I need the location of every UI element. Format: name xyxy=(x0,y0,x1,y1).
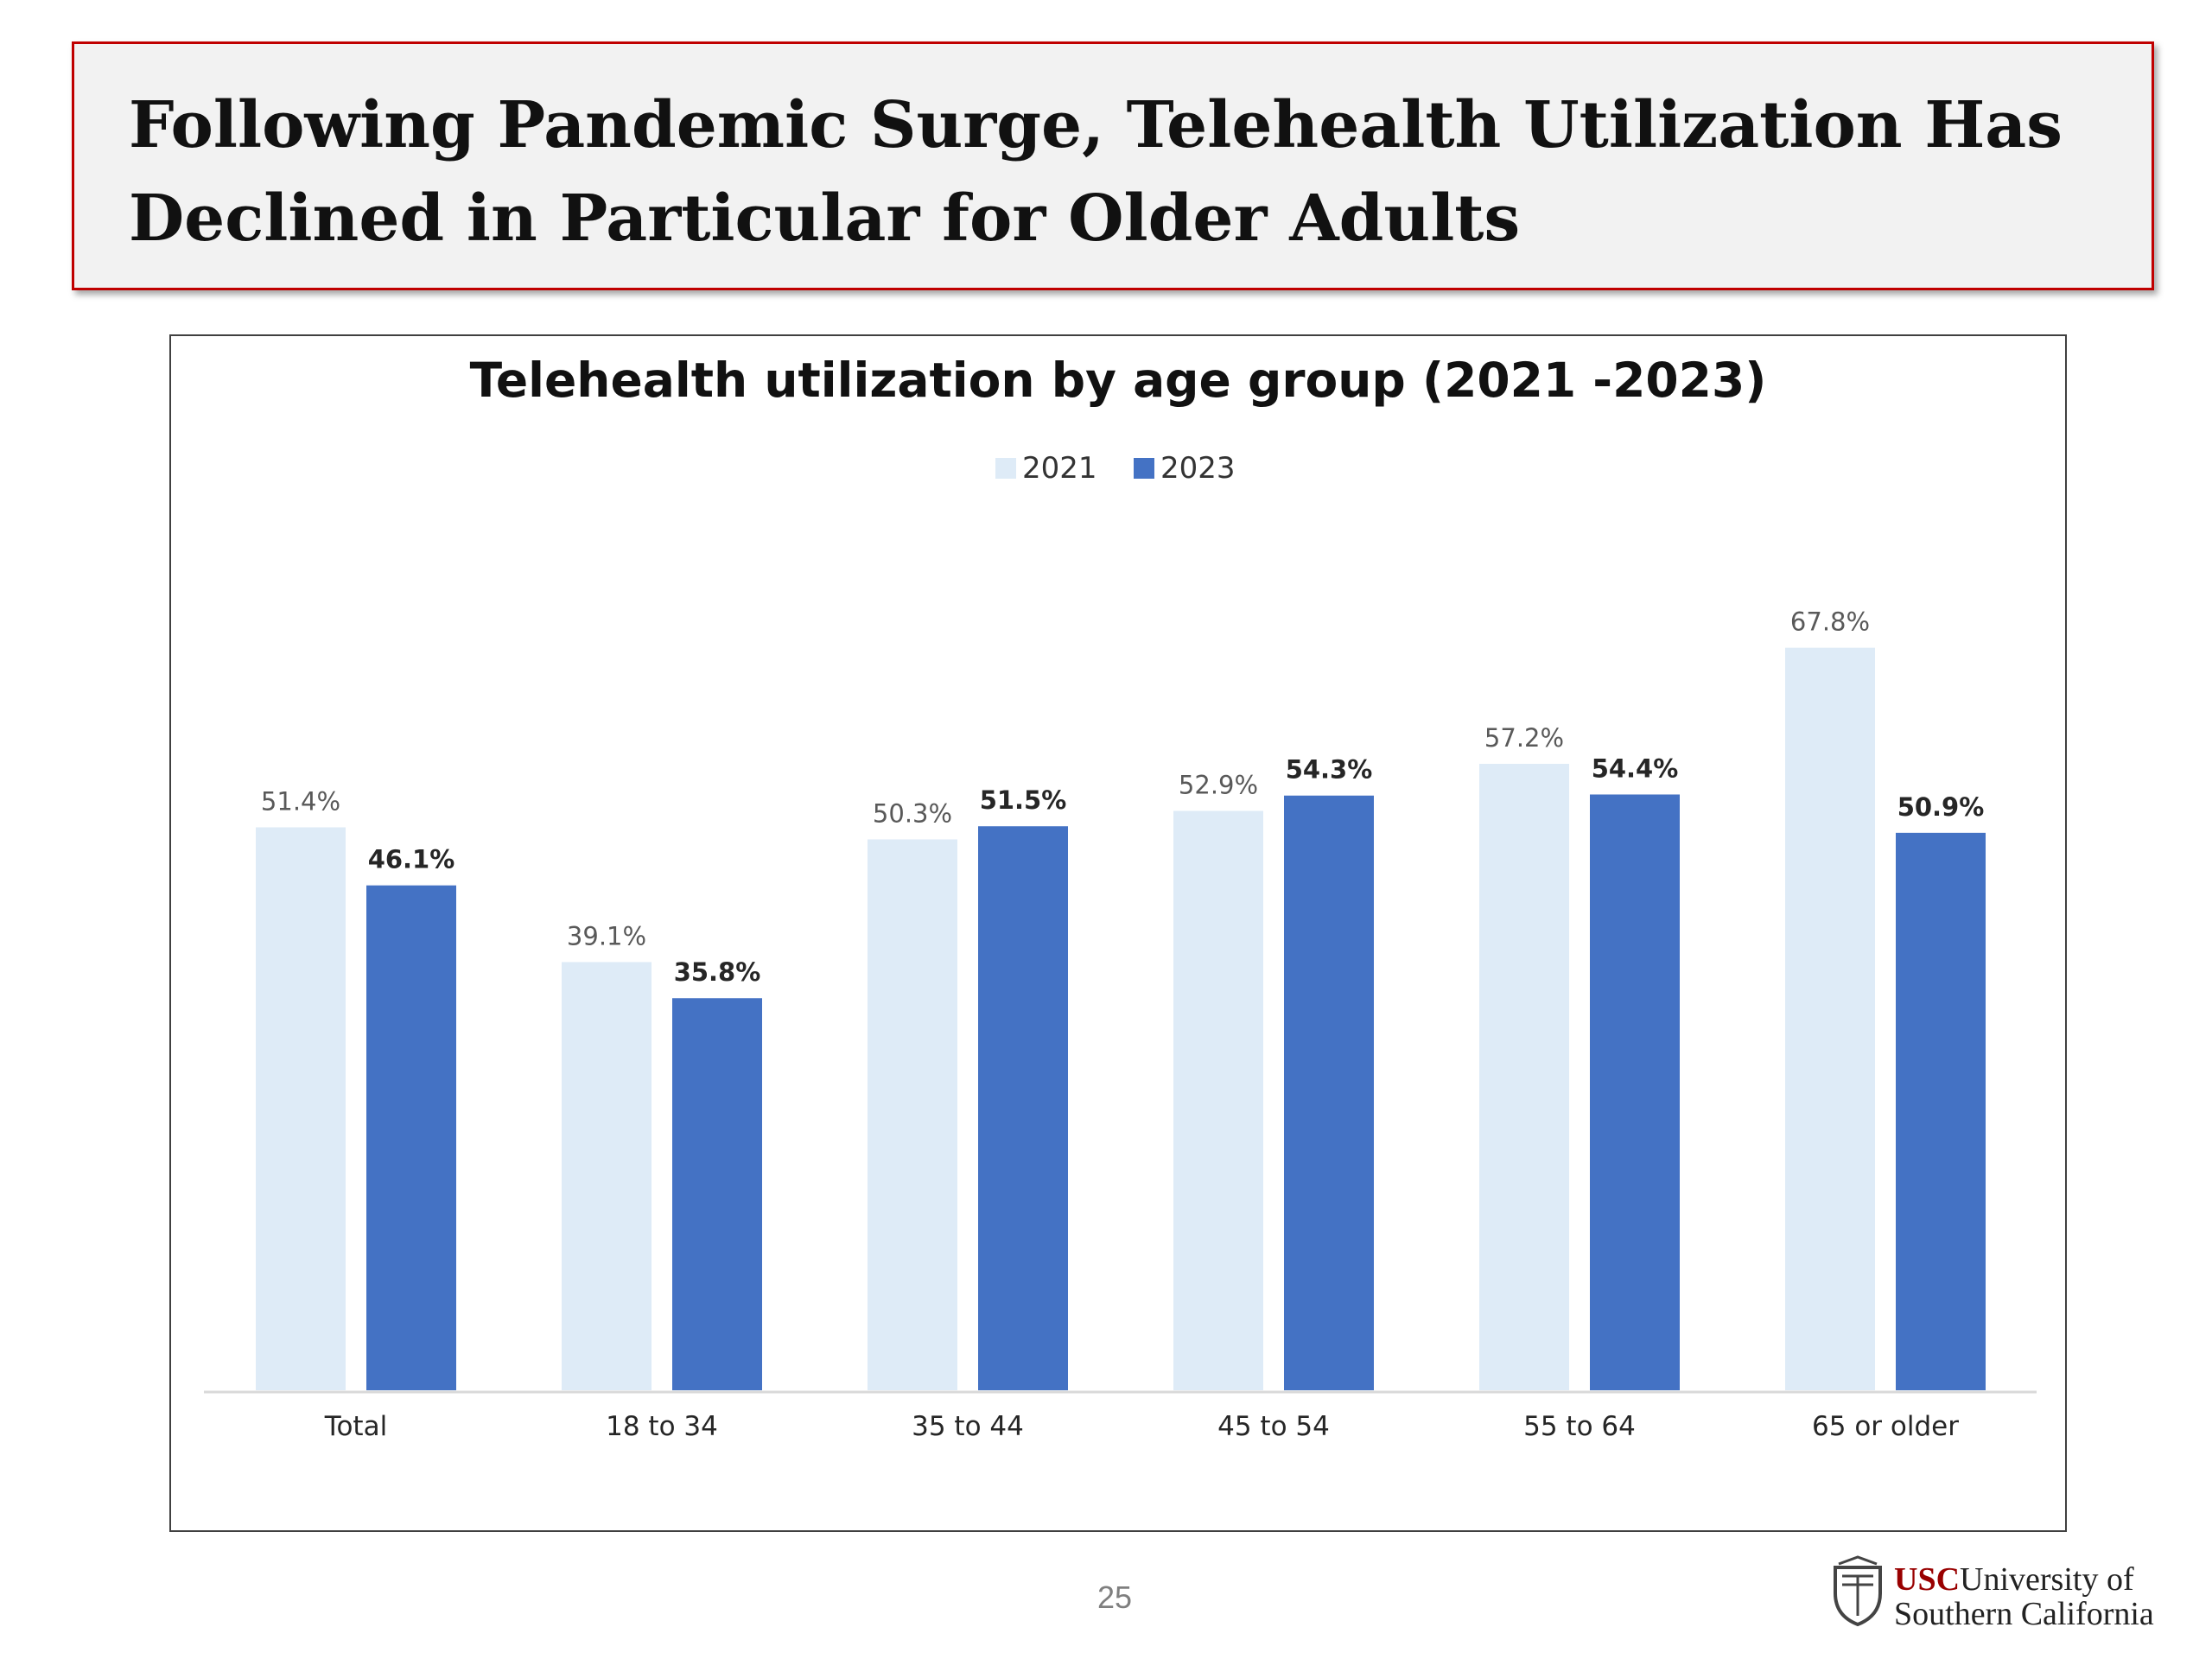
bar-2023-18-to-34 xyxy=(672,998,762,1390)
bar-2023-55-to-64 xyxy=(1590,794,1680,1390)
bar-2023-45-to-54 xyxy=(1284,795,1374,1390)
data-label-2021-35-to-44: 50.3% xyxy=(873,798,952,828)
logo-southern-california: Southern California xyxy=(1894,1596,2154,1632)
legend-label-2023: 2023 xyxy=(1160,451,1236,486)
data-label-2023-total: 46.1% xyxy=(368,845,455,874)
usc-seal-icon xyxy=(1834,1555,1882,1627)
logo-usc: USC xyxy=(1894,1561,1961,1598)
data-label-2023-18-to-34: 35.8% xyxy=(674,957,761,987)
data-label-2023-65-or-older: 50.9% xyxy=(1897,792,1985,822)
bar-2021-65-or-older xyxy=(1785,647,1875,1390)
data-label-2021-65-or-older: 67.8% xyxy=(1790,607,1870,637)
slide-header: Following Pandemic Surge, Telehealth Uti… xyxy=(72,41,2154,290)
usc-logo-text: USCUniversity of Southern California xyxy=(1894,1562,2154,1631)
bar-2021-18-to-34 xyxy=(562,962,652,1390)
bar-2023-total xyxy=(366,885,456,1390)
data-label-2023-45-to-54: 54.3% xyxy=(1286,755,1373,785)
bar-2021-55-to-64 xyxy=(1479,763,1569,1390)
logo-university-of: University of xyxy=(1960,1561,2134,1598)
slide-title: Following Pandemic Surge, Telehealth Uti… xyxy=(129,88,2063,256)
chart-frame: Telehealth utilization by age group (202… xyxy=(169,334,2067,1532)
legend-label-2021: 2021 xyxy=(1022,451,1097,486)
chart-title: Telehealth utilization by age group (202… xyxy=(470,353,1767,408)
legend-swatch-2021 xyxy=(995,458,1016,479)
x-tick-label-45-to-54: 45 to 54 xyxy=(1217,1411,1330,1442)
chart-legend: 2021 2023 xyxy=(995,451,1236,486)
legend-swatch-2023 xyxy=(1134,458,1154,479)
bar-2021-45-to-54 xyxy=(1173,810,1263,1390)
data-label-2021-total: 51.4% xyxy=(261,787,340,817)
x-tick-label-55-to-64: 55 to 64 xyxy=(1523,1411,1636,1442)
usc-logo: USCUniversity of Southern California xyxy=(1830,1555,2193,1633)
bar-2021-total xyxy=(256,827,346,1390)
x-tick-label-65-or-older: 65 or older xyxy=(1812,1411,1959,1442)
data-label-2023-35-to-44: 51.5% xyxy=(980,785,1067,815)
bar-2023-65-or-older xyxy=(1896,832,1986,1390)
data-label-2021-45-to-54: 52.9% xyxy=(1179,770,1258,799)
data-label-2021-55-to-64: 57.2% xyxy=(1484,723,1564,753)
x-tick-label-35-to-44: 35 to 44 xyxy=(912,1411,1024,1442)
bar-chart: Telehealth utilization by age group (202… xyxy=(204,353,2037,1442)
bar-2023-35-to-44 xyxy=(978,826,1068,1390)
chart-bars: 51.4% 46.1% Total 39.1% 35.8% 18 to 34 50.3% 51… xyxy=(256,607,1986,1442)
x-tick-label-total: Total xyxy=(324,1411,387,1442)
bar-2021-35-to-44 xyxy=(868,839,957,1390)
data-label-2023-55-to-64: 54.4% xyxy=(1592,753,1679,783)
page-number: 25 xyxy=(1096,1580,1133,1615)
data-label-2021-18-to-34: 39.1% xyxy=(567,921,646,950)
x-tick-label-18-to-34: 18 to 34 xyxy=(606,1411,718,1442)
